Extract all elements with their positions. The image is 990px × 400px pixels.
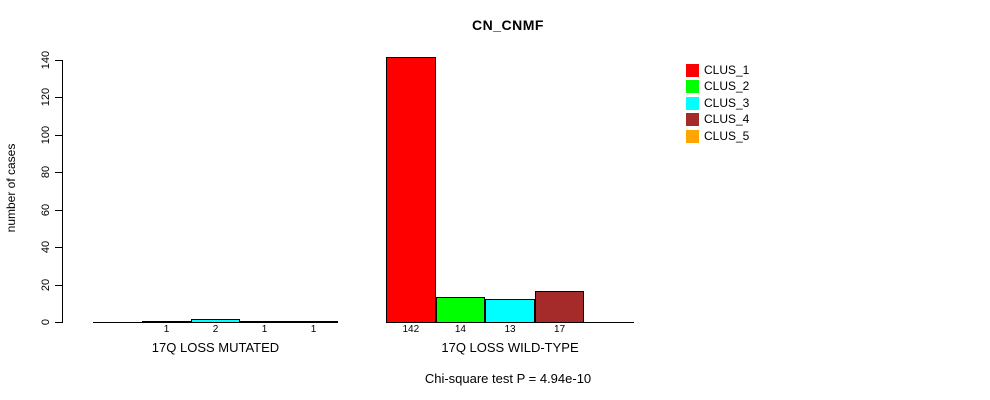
y-tick-label: 40	[40, 241, 52, 254]
bar-clus_3	[191, 319, 240, 323]
bar-clus_3	[485, 299, 535, 323]
chi-square-annotation: Chi-square test P = 4.94e-10	[424, 371, 592, 386]
y-tick-mark	[55, 97, 62, 99]
y-tick-label: 120	[40, 88, 52, 107]
legend-swatch	[686, 129, 699, 143]
y-axis-line	[62, 60, 63, 323]
chart-title: CN_CNMF	[472, 17, 544, 33]
bar-clus_5	[289, 321, 338, 323]
legend-item: CLUS_2	[686, 79, 749, 96]
legend-item-label: CLUS_2	[704, 79, 750, 94]
legend-item-label: CLUS_5	[704, 128, 750, 143]
y-tick-label: 0	[40, 318, 52, 326]
y-tick-mark	[55, 322, 62, 323]
y-tick-label: 140	[40, 50, 52, 70]
y-tick-label: 80	[40, 166, 52, 179]
bar-count-label: 1	[261, 324, 268, 335]
bar-clus_4	[534, 291, 585, 323]
legend-swatch	[686, 80, 699, 94]
legend-swatch	[686, 96, 699, 110]
legend-item: CLUS_5	[686, 128, 749, 145]
y-tick-label: 20	[40, 278, 52, 291]
legend: CLUS_1 CLUS_2 CLUS_3 CLUS_4 CLUS_5	[686, 62, 749, 145]
y-tick-mark	[55, 172, 62, 174]
y-tick-mark	[55, 247, 62, 249]
bar-count-label: 142	[402, 324, 420, 335]
legend-swatch	[686, 63, 699, 77]
bar-clus_2	[142, 321, 191, 323]
y-tick-label: 60	[40, 203, 52, 216]
bar-count-label: 17	[554, 324, 566, 335]
bar-clus_2	[435, 297, 486, 323]
bar-count-label: 13	[504, 324, 516, 335]
bar-count-label: 1	[310, 324, 317, 335]
legend-item-label: CLUS_3	[704, 95, 750, 110]
x-group-label: 17Q LOSS WILD-TYPE	[441, 340, 579, 355]
y-tick-mark	[55, 134, 62, 136]
x-group-label: 17Q LOSS MUTATED	[151, 340, 280, 355]
bar-count-label: 14	[454, 324, 466, 335]
y-tick-mark	[55, 209, 62, 211]
bar-count-label: 2	[212, 324, 219, 335]
legend-item: CLUS_1	[686, 62, 749, 79]
y-tick-mark	[55, 284, 62, 286]
y-axis-label: number of cases	[4, 143, 18, 233]
legend-item-label: CLUS_4	[704, 112, 750, 127]
legend-item: CLUS_3	[686, 95, 749, 112]
legend-swatch	[686, 113, 699, 127]
legend-item-label: CLUS_1	[704, 62, 750, 77]
legend-item: CLUS_4	[686, 112, 749, 129]
bar-clus_4	[240, 321, 289, 323]
bar-clus_1	[386, 57, 436, 323]
y-tick-mark	[55, 60, 62, 61]
y-tick-label: 100	[40, 125, 52, 145]
bar-count-label: 1	[163, 324, 170, 335]
